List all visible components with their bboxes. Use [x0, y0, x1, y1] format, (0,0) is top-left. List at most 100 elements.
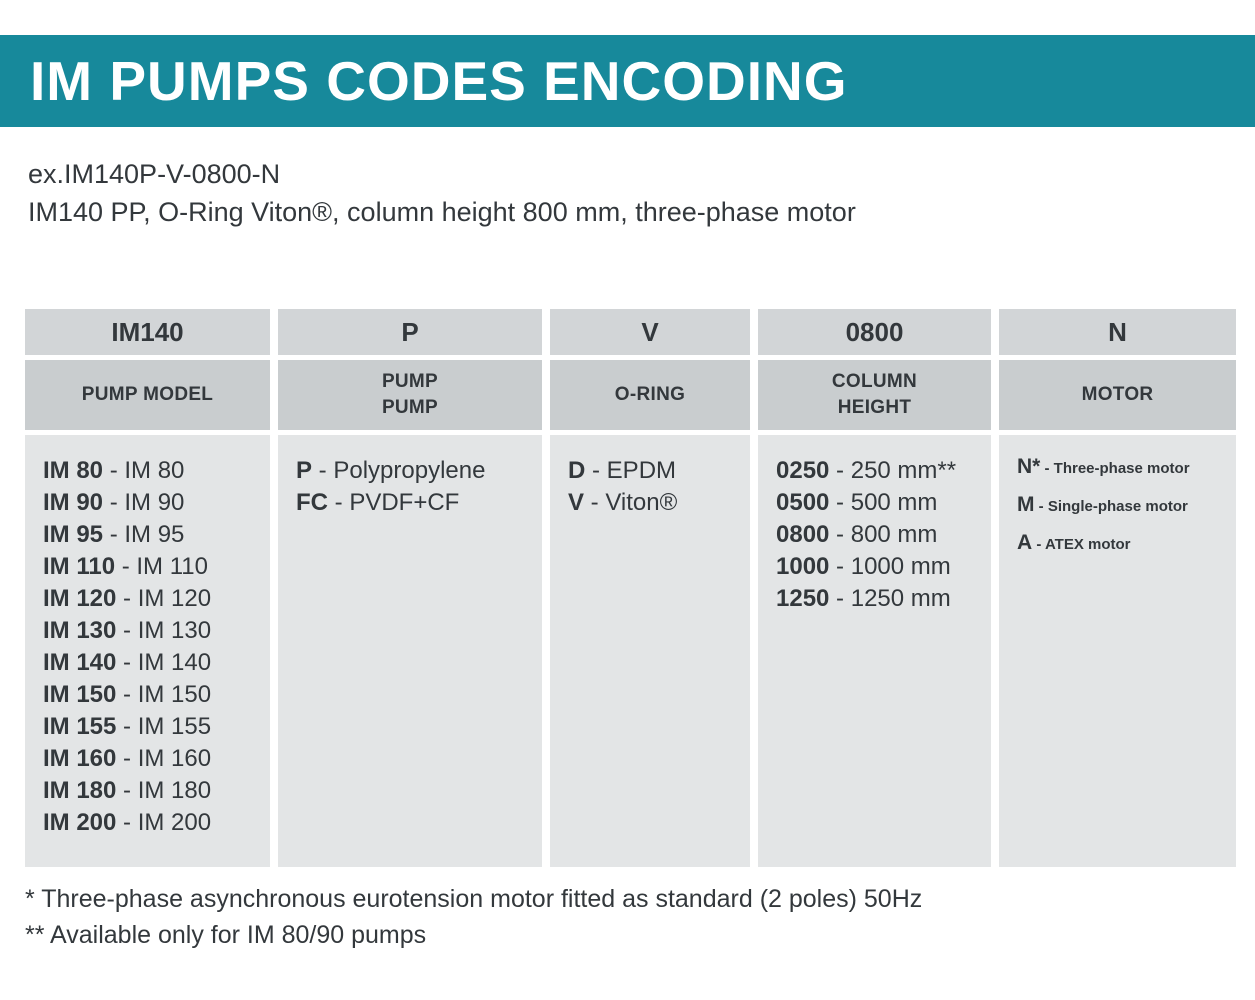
column-motor: N MOTOR N* - Three-phase motor M - Single-p…: [999, 309, 1236, 867]
column-pump-model: IM140 PUMP MODEL IM 80 - IM 80 IM 90 - IM 9…: [25, 309, 270, 867]
column-label: O-RING: [550, 360, 750, 430]
code-entry: N* - Three-phase motor: [1017, 455, 1218, 481]
entry-code: IM 80: [43, 457, 104, 484]
column-entries: IM 80 - IM 80 IM 90 - IM 90 IM 95 - IM 95 I…: [25, 435, 270, 867]
code-entry: 1000 - 1000 mm: [776, 551, 973, 583]
entry-description: - Polypropylene: [312, 457, 486, 484]
entry-description: - Three-phase motor: [1040, 460, 1190, 477]
code-entry: 1250 - 1250 mm: [776, 583, 973, 615]
code-entry: IM 155 - IM 155: [43, 711, 252, 743]
column-label-line: MOTOR: [1081, 384, 1154, 405]
column-entries: 0250 - 250 mm** 0500 - 500 mm 0800 - 800 m…: [758, 435, 991, 867]
column-label-line: PUMP MODEL: [81, 384, 214, 405]
code-entry: A - ATEX motor: [1017, 531, 1218, 557]
column-code-header: IM140: [25, 309, 270, 355]
entry-code: IM 130: [43, 617, 117, 644]
entry-description: - IM 200: [116, 809, 212, 836]
example-block: ex.IM140P-V-0800-N IM140 PP, O-Ring Vito…: [28, 155, 1255, 231]
column-entries: N* - Three-phase motor M - Single-phase m…: [999, 435, 1236, 867]
entry-description: - 800 mm: [829, 521, 938, 548]
entry-description: - IM 110: [115, 553, 208, 580]
entry-code: P: [296, 457, 313, 484]
code-entry: IM 200 - IM 200: [43, 807, 252, 839]
code-entry: 0500 - 500 mm: [776, 487, 973, 519]
entry-code: 0250: [776, 457, 830, 484]
code-entry: V - Viton®: [568, 487, 732, 519]
entry-code: IM 110: [43, 553, 116, 580]
entry-description: - EPDM: [585, 457, 677, 484]
entry-code: IM 200: [43, 809, 117, 836]
entry-description: - Single-phase motor: [1034, 498, 1188, 515]
entry-description: - IM 155: [116, 713, 212, 740]
entry-description: - IM 150: [116, 681, 212, 708]
title-banner: IM PUMPS CODES ENCODING: [0, 35, 1255, 127]
column-label-line: O-RING: [614, 384, 686, 405]
code-entry: IM 180 - IM 180: [43, 775, 252, 807]
code-entry: M - Single-phase motor: [1017, 493, 1218, 519]
column-entries: D - EPDM V - Viton®: [550, 435, 750, 867]
column-o-ring: V O-RING D - EPDM V - Viton®: [550, 309, 750, 867]
column-label: PUMP PUMP: [278, 360, 542, 430]
entry-code: IM 140: [43, 649, 117, 676]
column-entries: P - Polypropylene FC - PVDF+CF: [278, 435, 542, 867]
entry-description: - ATEX motor: [1032, 536, 1131, 553]
entry-code: N*: [1017, 455, 1041, 478]
column-label: MOTOR: [999, 360, 1236, 430]
code-entry: IM 130 - IM 130: [43, 615, 252, 647]
entry-code: IM 160: [43, 745, 117, 772]
column-code-header: 0800: [758, 309, 991, 355]
entry-code: D: [568, 457, 586, 484]
codes-table: IM140 PUMP MODEL IM 80 - IM 80 IM 90 - IM 9…: [25, 309, 1255, 867]
column-label: COLUMN HEIGHT: [758, 360, 991, 430]
column-label-line: COLUMN: [831, 371, 918, 392]
entry-description: - 500 mm: [829, 489, 938, 516]
code-entry: IM 80 - IM 80: [43, 455, 252, 487]
entry-description: - IM 90: [103, 489, 185, 516]
column-column-height: 0800 COLUMN HEIGHT 0250 - 250 mm** 0500 - 50…: [758, 309, 991, 867]
code-entry: IM 110 - IM 110: [43, 551, 252, 583]
entry-description: - IM 140: [116, 649, 212, 676]
code-entry: IM 90 - IM 90: [43, 487, 252, 519]
entry-description: - IM 80: [103, 457, 185, 484]
code-entry: D - EPDM: [568, 455, 732, 487]
entry-code: IM 155: [43, 713, 117, 740]
entry-description: - 250 mm**: [829, 457, 957, 484]
code-entry: 0250 - 250 mm**: [776, 455, 973, 487]
column-label-line: HEIGHT: [837, 397, 912, 418]
column-code-header: N: [999, 309, 1236, 355]
code-entry: IM 120 - IM 120: [43, 583, 252, 615]
column-label-line: PUMP: [381, 397, 439, 418]
code-entry: 0800 - 800 mm: [776, 519, 973, 551]
column-label-line: PUMP: [381, 371, 439, 392]
footnote-three-phase: * Three-phase asynchronous eurotension m…: [25, 885, 923, 913]
page-title: IM PUMPS CODES ENCODING: [30, 50, 848, 112]
entry-code: IM 180: [43, 777, 117, 804]
code-entry: FC - PVDF+CF: [296, 487, 524, 519]
entry-description: - PVDF+CF: [328, 489, 460, 516]
entry-description: - IM 180: [116, 777, 212, 804]
entry-code: IM 120: [43, 585, 117, 612]
entry-description: - IM 130: [116, 617, 212, 644]
code-entry: IM 160 - IM 160: [43, 743, 252, 775]
code-entry: IM 150 - IM 150: [43, 679, 252, 711]
entry-code: V: [568, 489, 585, 516]
example-description: IM140 PP, O-Ring Viton®, column height 8…: [28, 197, 856, 227]
entry-description: - IM 120: [116, 585, 212, 612]
entry-description: - Viton®: [584, 489, 678, 516]
entry-description: - IM 160: [116, 745, 212, 772]
entry-code: IM 90: [43, 489, 104, 516]
entry-description: - 1000 mm: [829, 553, 951, 580]
entry-code: 0800: [776, 521, 830, 548]
entry-description: - IM 95: [103, 521, 185, 548]
column-pump-body: P PUMP PUMP P - Polypropylene FC - PVDF+CF: [278, 309, 542, 867]
column-code-header: V: [550, 309, 750, 355]
column-label: PUMP MODEL: [25, 360, 270, 430]
column-code-header: P: [278, 309, 542, 355]
entry-code: 1250: [776, 585, 830, 612]
footnotes: * Three-phase asynchronous eurotension m…: [25, 881, 1255, 953]
code-entry: IM 95 - IM 95: [43, 519, 252, 551]
entry-code: 1000: [776, 553, 830, 580]
footnote-availability: ** Available only for IM 80/90 pumps: [25, 921, 427, 949]
entry-description: - 1250 mm: [829, 585, 951, 612]
